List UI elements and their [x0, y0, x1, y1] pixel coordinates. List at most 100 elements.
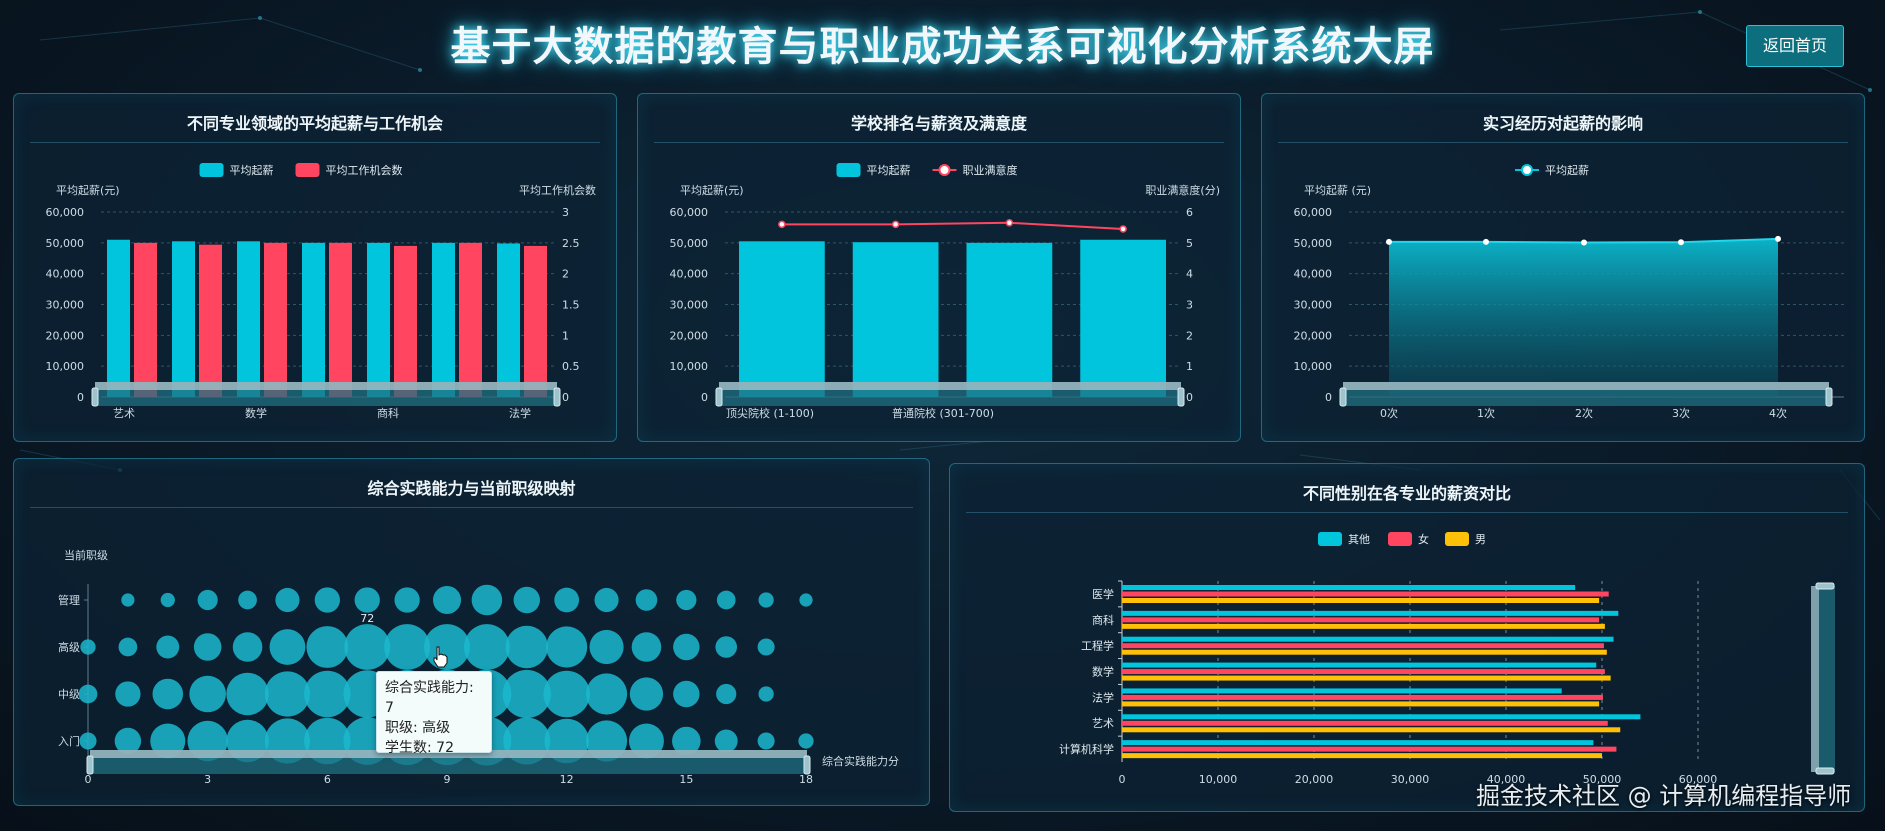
- bubble: [543, 670, 590, 718]
- bubble: [758, 686, 774, 702]
- zoom-handle: [91, 387, 99, 407]
- legend-marker: [199, 163, 224, 177]
- y-tick-label: 40,000: [670, 268, 709, 281]
- bubble: [432, 585, 462, 615]
- legend-label: 平均起薪: [1545, 164, 1589, 177]
- bar-salary: [302, 242, 325, 397]
- salary-point: [1581, 239, 1587, 246]
- bar-男: [1122, 727, 1621, 733]
- y-tick-label: 40,000: [46, 268, 85, 281]
- y-tick-label: 20,000: [1294, 329, 1333, 342]
- bubble: [799, 593, 813, 607]
- bar-salary: [497, 243, 520, 397]
- x-tick-label: 6: [324, 773, 331, 786]
- bubble: [585, 673, 628, 715]
- bubble: [152, 678, 184, 710]
- bubble: [716, 590, 736, 610]
- bubble: [715, 636, 738, 658]
- y-tick-label: 3: [562, 206, 569, 219]
- zoom-slider-bar: [90, 750, 807, 758]
- salary-point: [1775, 235, 1781, 242]
- bubble: [238, 590, 257, 610]
- y-tick-label: 入门: [58, 734, 80, 748]
- y-tick-label: 2.5: [562, 237, 580, 250]
- x-tick-label: 数学: [245, 406, 267, 420]
- bubble: [672, 726, 701, 756]
- tooltip-line: 综合实践能力: 7: [385, 680, 474, 716]
- x-tick-label: 3次: [1672, 406, 1690, 420]
- page-title: 基于大数据的教育与职业成功关系可视化分析系统大屏: [450, 24, 1435, 70]
- zoom-handle: [1177, 387, 1185, 407]
- bar-男: [1122, 649, 1607, 655]
- bubble: [232, 632, 263, 662]
- y-tick-label: 50,000: [46, 237, 85, 250]
- y-tick-label: 3: [1186, 299, 1193, 312]
- y-tick-label: 中级: [58, 688, 80, 701]
- scatter-tooltip: 综合实践能力: 7 职级: 高级 学生数: 72: [376, 671, 492, 756]
- y-tick-label: 0.5: [562, 360, 580, 373]
- bar-job-opportunity: [264, 242, 287, 397]
- y-tick-label: 高级: [58, 640, 80, 654]
- bar-其他: [1122, 714, 1641, 720]
- legend-marker: [1388, 532, 1412, 546]
- bubble: [264, 671, 311, 717]
- bar-job-opportunity: [199, 244, 222, 397]
- y-tick-label: 艺术: [1092, 717, 1114, 730]
- tooltip-line: 学生数: 72: [385, 740, 454, 756]
- bar-女: [1122, 694, 1603, 700]
- bubble-data-label: 72: [360, 612, 374, 625]
- bar-其他: [1122, 585, 1576, 590]
- x-tick-label: 4次: [1769, 406, 1787, 420]
- panel-major-salary: 不同专业领域的平均起薪与工作机会 平均起薪 平均工作机会数 平均起薪(元) 平均工作机…: [13, 93, 617, 442]
- bubble: [114, 727, 142, 755]
- y-tick-label: 30,000: [1294, 299, 1333, 312]
- y-tick-label: 60,000: [1294, 206, 1333, 219]
- home-button[interactable]: 返回首页: [1746, 25, 1844, 67]
- legend-label: 职业满意度: [963, 163, 1018, 177]
- y-axis-title: 当前职级: [64, 548, 108, 562]
- x-tick-label: 普通院校 (301-700): [892, 406, 994, 420]
- y-tick-label: 20,000: [46, 329, 85, 342]
- bubble: [306, 626, 349, 668]
- bubble: [80, 639, 96, 655]
- bubble: [471, 584, 503, 616]
- x-tick-label: 15: [679, 773, 693, 786]
- salary-point: [1483, 238, 1489, 245]
- x-tick-label: 30,000: [1391, 773, 1430, 786]
- bar-女: [1122, 746, 1617, 752]
- x-tick-label: 18: [799, 773, 813, 786]
- x-tick-label: 1次: [1477, 406, 1495, 420]
- y-tick-label: 10,000: [670, 360, 709, 373]
- bubble: [275, 587, 300, 613]
- panel-title: 学校排名与薪资及满意度: [654, 110, 1224, 143]
- legend-label: 男: [1475, 533, 1486, 546]
- bubble: [716, 683, 737, 705]
- bubble: [757, 732, 775, 750]
- y-tick-label: 商科: [1092, 613, 1114, 627]
- bubble: [628, 723, 664, 759]
- y-tick-label: 5: [1186, 237, 1193, 250]
- legend-marker: [295, 163, 320, 177]
- panel-internship: 实习经历对起薪的影响 平均起薪 平均起薪 (元) 60,000 50,000 40,00…: [1261, 93, 1865, 442]
- y-tick-label: 计算机科学: [1059, 742, 1114, 756]
- satisfaction-point: [1005, 219, 1014, 227]
- bubble: [156, 635, 180, 659]
- bar-job-opportunity: [394, 245, 417, 397]
- y-tick-label: 1: [1186, 360, 1193, 373]
- zoom-handle: [86, 755, 94, 775]
- bar-其他: [1122, 740, 1594, 746]
- tooltip-line: 职级: 高级: [385, 720, 451, 736]
- bubble: [757, 638, 775, 656]
- zoom-handle: [803, 755, 811, 775]
- bubble: [150, 723, 186, 759]
- bar-其他: [1122, 688, 1562, 694]
- zoom-handle: [715, 387, 723, 407]
- satisfaction-point: [778, 220, 786, 229]
- y-axis-title: 平均起薪(元): [56, 184, 120, 197]
- bar-salary: [172, 241, 195, 397]
- bar-女: [1122, 643, 1604, 649]
- zoom-slider-bar: [1343, 382, 1829, 390]
